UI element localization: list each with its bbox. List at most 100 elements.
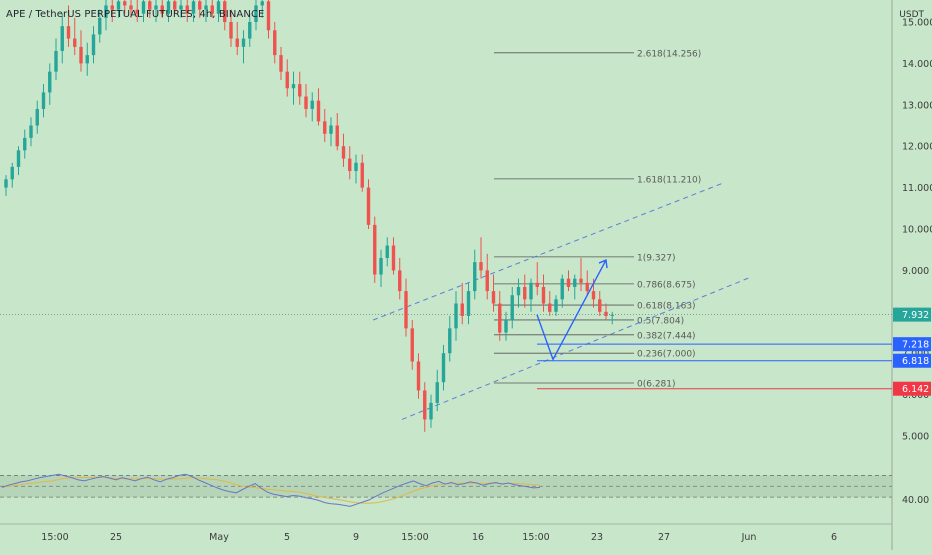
candle-body <box>54 50 58 72</box>
candle-body <box>460 303 464 316</box>
projection-path <box>536 259 608 362</box>
candle-body <box>454 303 458 329</box>
candle-body <box>448 328 452 354</box>
candle-body <box>291 84 296 89</box>
support-lower-tag-label: 6.818 <box>902 356 929 367</box>
candle-body <box>60 26 64 51</box>
x-tick-label: 23 <box>591 532 603 543</box>
candle-body <box>610 314 614 316</box>
y-tick-label: 12.000 <box>902 142 932 153</box>
candle-body <box>529 282 533 300</box>
candle-body <box>385 245 389 258</box>
candle-body <box>441 353 446 383</box>
candle-body <box>129 5 133 10</box>
candle-body <box>379 257 383 275</box>
candle-body <box>173 1 177 10</box>
fib-level-label: 0.5(7.804) <box>637 316 684 326</box>
candle-body <box>398 270 402 292</box>
candle-body <box>579 278 583 283</box>
candle-body <box>85 55 89 64</box>
candle-body <box>16 150 21 167</box>
candle-body <box>254 5 258 22</box>
last-price-tag <box>893 307 931 322</box>
candle-body <box>410 328 414 362</box>
candle-body <box>535 282 539 287</box>
candle-body <box>348 158 352 172</box>
fib-level-label: 0.618(8.163) <box>637 302 696 312</box>
candle-body <box>141 1 146 14</box>
candle-body <box>10 166 14 180</box>
candle-body <box>604 311 608 316</box>
x-tick-label: 16 <box>472 532 484 543</box>
candle-body <box>491 291 496 304</box>
candle-body <box>179 5 183 10</box>
projection-line <box>536 259 607 362</box>
candle-body <box>598 299 602 312</box>
y-tick-label: 15.000 <box>902 18 932 29</box>
stop-tag-label: 6.142 <box>902 384 929 395</box>
candle-body <box>248 22 252 39</box>
candle-body <box>335 125 339 147</box>
candle-body <box>148 1 152 10</box>
candle-body <box>91 34 96 56</box>
fib-level-label: 0.236(7.000) <box>637 350 696 360</box>
fib-level-label: 1.618(11.210) <box>637 175 701 185</box>
rsi-axis-label: 40.00 <box>902 495 929 506</box>
candle-body <box>241 38 246 47</box>
candles <box>4 0 614 432</box>
candle-body <box>523 286 527 300</box>
candle-body <box>423 390 427 420</box>
candle-body <box>479 262 483 271</box>
candle-body <box>329 125 333 134</box>
y-tick-label: 14.000 <box>902 59 932 70</box>
candle-body <box>79 46 83 64</box>
time-axis: 15:00 25 May 5 9 15:00 16 15:00 23 27 Jun 6 <box>0 523 892 543</box>
support-upper-tag <box>893 337 931 352</box>
candle-body <box>373 224 377 275</box>
candle-body <box>123 1 127 6</box>
candle-body <box>216 1 221 14</box>
x-tick-label: 25 <box>110 532 122 543</box>
candle-body <box>510 295 514 321</box>
x-tick-label: 6 <box>831 532 837 543</box>
rsi-line <box>1 473 541 507</box>
projection-arrowhead <box>598 259 608 269</box>
chart-title: APE / TetherUS PERPETUAL FUTURES, 4h, BI… <box>6 9 265 20</box>
candle-body <box>573 278 577 287</box>
candle-body <box>298 84 302 97</box>
x-tick-label: 15:00 <box>522 532 549 543</box>
support-lower-tag <box>893 353 931 368</box>
candle-body <box>429 402 433 420</box>
fibonacci-retracement: 0(6.281) 0.236(7.000) 0.382(7.444) 0.5(7.80… <box>494 49 701 389</box>
candle-body <box>41 92 46 109</box>
x-tick-label: 15:00 <box>401 532 428 543</box>
candle-body <box>473 262 477 292</box>
horizontal-levels: 7.218 6.818 6.142 7.932 <box>0 307 931 396</box>
candle-body <box>185 5 189 14</box>
candle-body <box>73 38 77 47</box>
candle-body <box>29 125 33 138</box>
fib-level-label: 1(9.327) <box>637 253 676 263</box>
candle-body <box>104 5 108 18</box>
x-tick-label: 5 <box>284 532 290 543</box>
candle-body <box>498 303 502 333</box>
candle-body <box>310 100 314 109</box>
candle-body <box>485 270 489 292</box>
candle-body <box>135 9 139 14</box>
candle-body <box>560 278 564 300</box>
x-tick-label: May <box>209 532 229 543</box>
last-price-tag-label: 7.932 <box>902 310 929 321</box>
y-tick-label: 9.000 <box>902 266 929 277</box>
candle-body <box>585 282 589 292</box>
candle-body <box>504 320 508 333</box>
x-tick-label: 27 <box>658 532 670 543</box>
candle-body <box>229 22 233 39</box>
candle-body <box>316 100 321 122</box>
candle-body <box>198 1 202 10</box>
candle-body <box>366 187 371 225</box>
rsi-panel: 40.00 <box>0 473 929 507</box>
candle-body <box>210 5 214 14</box>
candle-body <box>260 1 264 6</box>
